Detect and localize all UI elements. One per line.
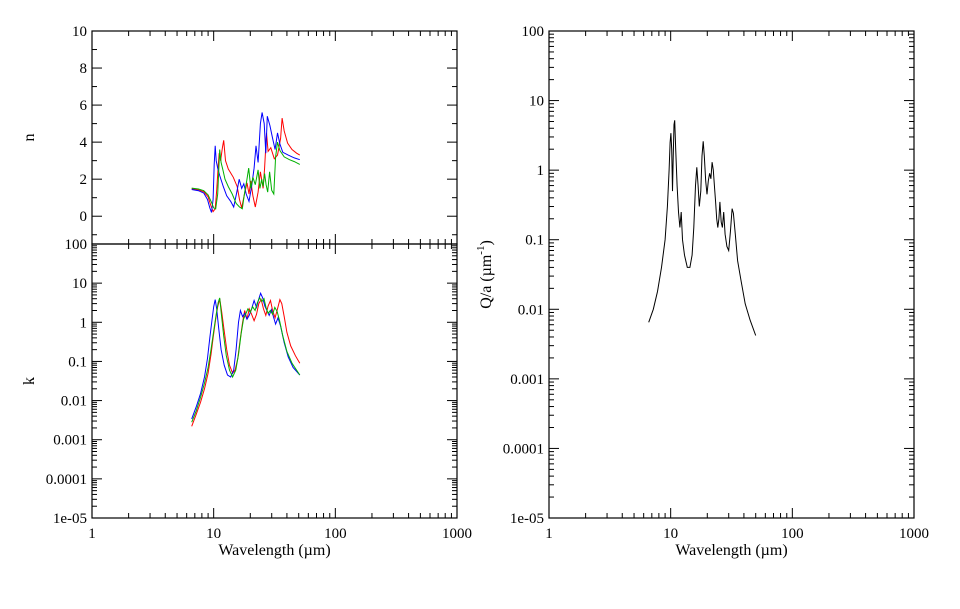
plot-frame <box>548 30 915 519</box>
x-tick-label: 10 <box>663 526 678 542</box>
series-line-2 <box>191 296 301 423</box>
tick-marks <box>92 244 457 519</box>
tick-marks <box>92 30 457 244</box>
y-tick-label: 8 <box>80 61 88 77</box>
y-axis-label-text: k <box>21 377 38 385</box>
y-tick-label: 0.1 <box>68 354 87 370</box>
y-axis-label: n <box>21 134 38 142</box>
y-tick-label: 1e-05 <box>53 511 87 527</box>
series-group <box>191 112 301 213</box>
y-tick-label: 2 <box>80 172 88 188</box>
y-tick-label: 10 <box>529 94 544 110</box>
panel-bottom-left: 1e-05 0.0001 0.001 0.01 0.1 1 10 100 1 10 100 1000 W… <box>21 237 472 559</box>
y-tick-label: 0.001 <box>510 372 544 388</box>
x-tick-label: 1 <box>545 526 553 542</box>
x-tick-label: 100 <box>781 526 804 542</box>
y-tick-label: 0.1 <box>525 233 544 249</box>
y-axis-label: Q/a (µm-1) <box>475 240 495 309</box>
y-tick-label: 1 <box>537 163 545 179</box>
y-tick-label: 0.01 <box>61 394 87 410</box>
y-tick-label: 0.01 <box>518 302 544 318</box>
y-axis-label-text: n <box>21 134 38 142</box>
y-tick-label: 4 <box>80 135 88 151</box>
y-axis-label-text: Q/a (µm <box>478 254 495 309</box>
y-axis-label-close: ) <box>478 240 495 245</box>
series-group <box>191 291 301 427</box>
series-line-0 <box>648 120 757 336</box>
y-axis-label-superscript: -1 <box>475 246 487 255</box>
panel-right: 1e-05 0.0001 0.001 0.01 0.1 1 10 100 1 10 100 1000 W… <box>475 24 929 559</box>
y-tick-label: 0.0001 <box>503 441 544 457</box>
series-line-0 <box>191 118 301 213</box>
x-tick-label: 100 <box>324 526 347 542</box>
y-axis-label: k <box>21 377 38 385</box>
x-tick-label: 1000 <box>442 526 472 542</box>
series-group <box>648 120 757 336</box>
y-tick-label: 0.0001 <box>46 472 87 488</box>
x-tick-label: 10 <box>206 526 221 542</box>
x-tick-label: 1000 <box>899 526 929 542</box>
series-line-2 <box>191 141 301 210</box>
x-axis-label: Wavelength (µm) <box>675 542 787 559</box>
x-axis-label: Wavelength (µm) <box>218 542 330 559</box>
y-tick-label: 6 <box>80 98 88 114</box>
tick-marks <box>549 31 914 519</box>
y-tick-label: 0.001 <box>53 433 87 449</box>
y-tick-label: 0 <box>80 209 88 225</box>
y-tick-label: 100 <box>522 24 545 40</box>
y-tick-label: 1 <box>80 315 88 331</box>
y-tick-label: 1e-05 <box>510 511 544 527</box>
x-tick-label: 1 <box>88 526 96 542</box>
y-tick-label: 10 <box>72 276 87 292</box>
y-tick-label: 100 <box>65 237 88 253</box>
series-line-1 <box>191 291 301 420</box>
plot-frame <box>91 243 458 519</box>
y-tick-label: 10 <box>72 24 87 40</box>
